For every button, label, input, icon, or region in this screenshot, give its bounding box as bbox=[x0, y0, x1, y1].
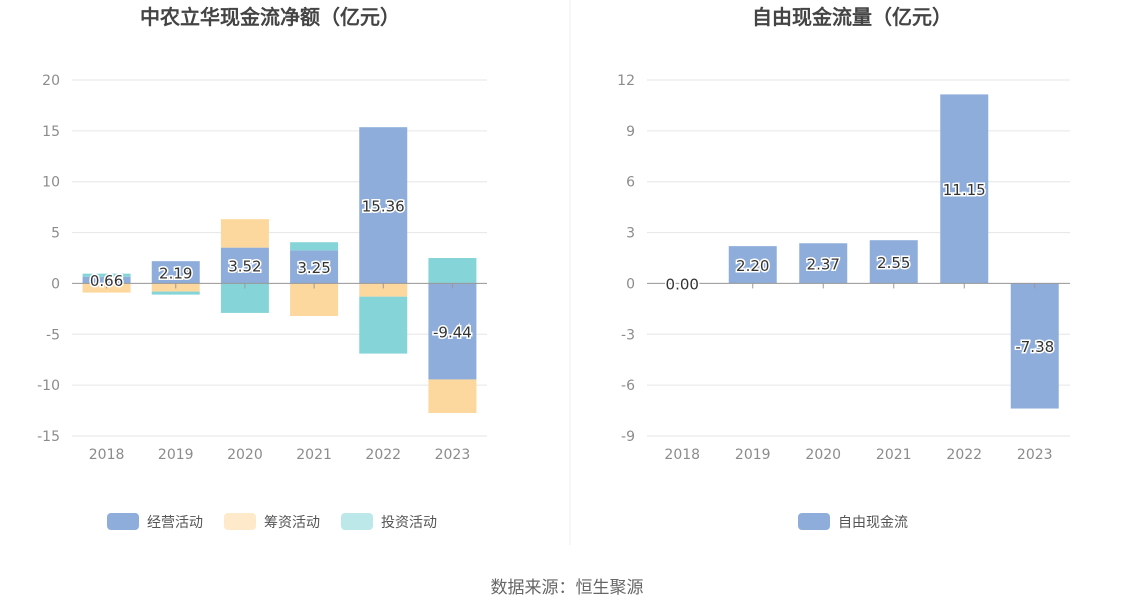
bar bbox=[428, 283, 477, 380]
data-label: 0.66 bbox=[90, 272, 123, 290]
x-tick-label: 2022 bbox=[946, 447, 982, 463]
x-tick-label: 2018 bbox=[89, 447, 125, 463]
bar bbox=[428, 258, 477, 284]
bar bbox=[220, 247, 269, 284]
y-tick-label: -9 bbox=[621, 429, 635, 445]
y-tick-label: -10 bbox=[37, 378, 60, 394]
legend-label: 筹资活动 bbox=[264, 514, 320, 531]
legend-label: 投资活动 bbox=[381, 515, 437, 531]
bar bbox=[359, 296, 408, 354]
x-tick-label: 2021 bbox=[876, 447, 912, 463]
bar bbox=[359, 127, 408, 284]
y-tick-label: 0 bbox=[51, 276, 60, 292]
x-tick-label: 2020 bbox=[805, 447, 841, 463]
bar bbox=[359, 283, 408, 297]
data-label: 11.15 bbox=[943, 181, 986, 199]
bar bbox=[82, 276, 131, 284]
bar bbox=[799, 243, 848, 284]
bar bbox=[869, 240, 918, 284]
legend-label: 自由现金流 bbox=[838, 515, 908, 531]
cash-flow-net-chart: 中农立华现金流净额（亿元） 20 15 10 5 0 -5 -10 -15 2018 2019 20… bbox=[37, 5, 487, 531]
bar bbox=[940, 94, 989, 284]
bar bbox=[1010, 283, 1059, 409]
data-label: 2.20 bbox=[736, 257, 769, 275]
x-tick-label: 2019 bbox=[735, 447, 771, 463]
legend-swatch bbox=[107, 513, 139, 530]
data-label: 3.25 bbox=[297, 259, 330, 277]
legend-swatch bbox=[224, 513, 256, 530]
x-tick-label: 2020 bbox=[227, 447, 263, 463]
x-tick-label: 2019 bbox=[158, 447, 194, 463]
data-label: -7.38 bbox=[1015, 338, 1054, 356]
data-label: 2.37 bbox=[807, 255, 840, 273]
y-tick-label: 5 bbox=[51, 226, 60, 242]
data-label: 3.52 bbox=[228, 258, 261, 276]
y-tick-label: 10 bbox=[42, 175, 60, 191]
bar bbox=[290, 250, 339, 284]
data-label: -9.44 bbox=[433, 323, 472, 341]
legend-swatch bbox=[798, 513, 830, 530]
y-tick-label: 20 bbox=[42, 73, 60, 89]
legend-swatch bbox=[341, 513, 373, 530]
x-tick-label: 2021 bbox=[296, 447, 332, 463]
x-tick-label: 2022 bbox=[365, 447, 401, 463]
chart-title-right: 自由现金流量（亿元） bbox=[752, 5, 952, 29]
bar bbox=[290, 242, 339, 251]
free-cash-flow-chart: 自由现金流量（亿元） 12 9 6 3 0 -3 -6 -9 2018 2019 2020 2021 2… bbox=[617, 5, 1070, 531]
y-tick-label: -5 bbox=[46, 327, 60, 343]
y-tick-label: -3 bbox=[621, 327, 635, 343]
bar bbox=[728, 246, 777, 284]
data-label: 2.55 bbox=[877, 254, 910, 272]
y-tick-label: -6 bbox=[621, 378, 635, 394]
bar bbox=[428, 379, 477, 414]
legend-label: 经营活动 bbox=[147, 515, 203, 531]
bar bbox=[290, 283, 339, 316]
bar bbox=[151, 291, 200, 295]
y-tick-label: 3 bbox=[626, 226, 635, 242]
y-tick-label: 12 bbox=[617, 73, 635, 89]
y-tick-label: 6 bbox=[626, 175, 635, 191]
chart-title-left: 中农立华现金流净额（亿元） bbox=[140, 5, 400, 29]
data-label: 0.00 bbox=[666, 275, 699, 293]
data-label: 15.36 bbox=[362, 197, 405, 215]
x-tick-label: 2018 bbox=[664, 447, 700, 463]
bar bbox=[151, 261, 200, 284]
bar bbox=[82, 273, 131, 277]
y-tick-label: 15 bbox=[42, 124, 60, 140]
source-note: 数据来源：恒生聚源 bbox=[491, 578, 644, 598]
x-tick-label: 2023 bbox=[1017, 447, 1053, 463]
x-tick-label: 2023 bbox=[435, 447, 471, 463]
bar bbox=[220, 219, 269, 248]
y-tick-label: 0 bbox=[626, 276, 635, 292]
data-label: 2.19 bbox=[159, 264, 192, 282]
y-tick-label: 9 bbox=[626, 124, 635, 140]
y-tick-label: -15 bbox=[37, 429, 60, 445]
